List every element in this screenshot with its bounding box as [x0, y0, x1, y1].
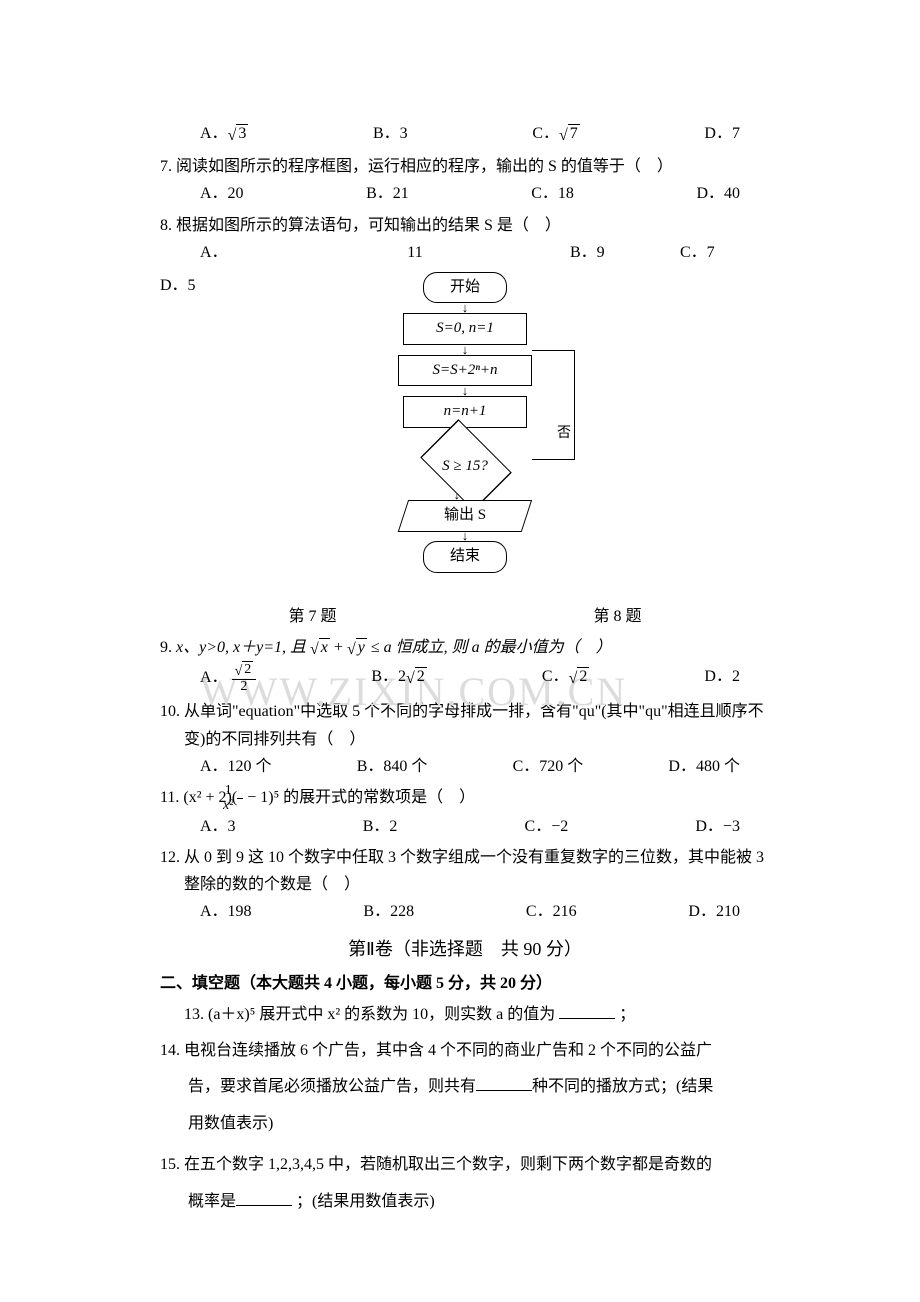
- q7: 7. 阅读如图所示的程序框图，运行相应的程序，输出的 S 的值等于（ ） A．2…: [160, 153, 770, 207]
- q8-body: D．5 开始 ↓ S=0, n=1 ↓ S=S+2ⁿ+n ↓ n=n+1 ↓ S…: [160, 272, 770, 573]
- q9-opt-A: A． √22: [200, 663, 256, 694]
- q14-line1: 14. 电视台连续播放 6 个广告，其中含 4 个不同的商业广告和 2 个不同的…: [160, 1033, 770, 1070]
- flowchart: 开始 ↓ S=0, n=1 ↓ S=S+2ⁿ+n ↓ n=n+1 ↓ S ≥ 1…: [365, 272, 565, 573]
- q8-opt-B: B．9: [570, 239, 680, 266]
- q10-stem: 10. 从单词"equation"中选取 5 个不同的字母排成一排，含有"qu"…: [160, 698, 770, 752]
- part2-title: 第Ⅱ卷（非选择题 共 90 分）: [160, 934, 770, 965]
- q13-blank: [559, 1004, 615, 1019]
- caption-q7: 第 7 题: [160, 603, 465, 630]
- q6-opt-B: B．3: [373, 120, 408, 149]
- q10-opt-C: C．720 个: [513, 753, 584, 780]
- q10-opt-D: D．480 个: [668, 753, 740, 780]
- q12-options: A．198 B．228 C．216 D．210: [160, 898, 770, 925]
- q9: 9. x、y>0, x＋y=1, 且 √x + √y ≤ a 恒成立, 则 a …: [160, 634, 770, 694]
- q7-opt-B: B．21: [366, 180, 409, 207]
- q9-stem: 9. x、y>0, x＋y=1, 且 √x + √y ≤ a 恒成立, 则 a …: [160, 634, 770, 663]
- q15: 15. 在五个数字 1,2,3,4,5 中，若随机取出三个数字，则剩下两个数字都…: [160, 1147, 770, 1221]
- flow-out: 输出 S: [398, 500, 532, 532]
- q8-opt-D: D．5: [160, 272, 196, 299]
- q10-options: A．120 个 B．840 个 C．720 个 D．480 个: [160, 753, 770, 780]
- flow-loop-line: [532, 350, 575, 460]
- q9-opt-B: B．2√2: [371, 663, 426, 694]
- q14-line2: 告，要求首尾必须播放公益广告，则共有种不同的播放方式；(结果: [160, 1069, 770, 1106]
- q14-blank: [476, 1076, 532, 1091]
- q11-opt-C: C．−2: [525, 813, 569, 840]
- q12-opt-A: A．198: [200, 898, 252, 925]
- flow-end: 结束: [423, 541, 507, 573]
- q8-opt-A-val: 11: [260, 239, 570, 266]
- q12-stem: 12. 从 0 到 9 这 10 个数字中任取 3 个数字组成一个没有重复数字的…: [160, 844, 770, 898]
- q11-options: A．3 B．2 C．−2 D．−3: [160, 813, 770, 840]
- q11: 11. (x² + 2)(1x² − 1)⁵ 的展开式的常数项是（ ） A．3 …: [160, 784, 770, 840]
- q6-options: A．√3 B．3 C．√7 D．7: [160, 120, 770, 149]
- q9-options: A． √22 B．2√2 C．√2 D．2: [160, 663, 770, 694]
- caption-q8: 第 8 题: [465, 603, 770, 630]
- q13-stem: 13. (a＋x)⁵ 展开式中 x² 的系数为 10，则实数 a 的值为: [160, 1006, 555, 1023]
- q15-line2: 概率是 ；(结果用数值表示): [160, 1184, 770, 1221]
- q7-opt-C: C．18: [531, 180, 574, 207]
- q10-opt-B: B．840 个: [357, 753, 428, 780]
- q10-opt-A: A．120 个: [200, 753, 272, 780]
- q8-opt-C: C．7: [680, 239, 770, 266]
- flow-cond-wrap: S ≥ 15?: [400, 438, 530, 490]
- q12-opt-C: C．216: [526, 898, 577, 925]
- q15-blank: [236, 1190, 292, 1205]
- figure-captions: 第 7 题 第 8 题: [160, 603, 770, 630]
- q13-tail: ；: [619, 1006, 635, 1023]
- q11-stem: 11. (x² + 2)(1x² − 1)⁵ 的展开式的常数项是（ ）: [160, 784, 770, 813]
- q8-opt-A: A．: [160, 239, 260, 266]
- flow-start: 开始: [423, 272, 507, 304]
- q8-stem: 8. 根据如图所示的算法语句，可知输出的结果 S 是（ ）: [160, 212, 770, 239]
- q6-opt-C: C．√7: [532, 120, 579, 149]
- q12-opt-D: D．210: [688, 898, 740, 925]
- q9-opt-D: D．2: [704, 663, 740, 694]
- q14: 14. 电视台连续播放 6 个广告，其中含 4 个不同的商业广告和 2 个不同的…: [160, 1033, 770, 1143]
- q11-opt-B: B．2: [363, 813, 398, 840]
- q7-options: A．20 B．21 C．18 D．40: [160, 180, 770, 207]
- q8-line1: A． 11 B．9 C．7: [160, 239, 770, 266]
- flow-init: S=0, n=1: [403, 313, 527, 345]
- q8: 8. 根据如图所示的算法语句，可知输出的结果 S 是（ ） A． 11 B．9 …: [160, 212, 770, 573]
- q9-opt-C: C．√2: [542, 663, 589, 694]
- q12: 12. 从 0 到 9 这 10 个数字中任取 3 个数字组成一个没有重复数字的…: [160, 844, 770, 926]
- q7-opt-D: D．40: [696, 180, 740, 207]
- q11-opt-A: A．3: [200, 813, 236, 840]
- section2-header: 二、填空题（本大题共 4 小题，每小题 5 分，共 20 分）: [160, 970, 770, 997]
- q7-opt-A: A．20: [200, 180, 244, 207]
- q6-opt-A: A．√3: [200, 120, 248, 149]
- q11-opt-D: D．−3: [695, 813, 740, 840]
- flow-arrow-1: ↓: [365, 303, 565, 313]
- q12-opt-B: B．228: [363, 898, 414, 925]
- q14-line3: 用数值表示): [160, 1106, 770, 1143]
- flow-cond: S ≥ 15?: [400, 454, 530, 480]
- flow-add: S=S+2ⁿ+n: [398, 355, 532, 387]
- q10: 10. 从单词"equation"中选取 5 个不同的字母排成一排，含有"qu"…: [160, 698, 770, 780]
- flow-inc: n=n+1: [403, 396, 527, 428]
- q6-opt-D: D．7: [704, 120, 740, 149]
- q13: 13. (a＋x)⁵ 展开式中 x² 的系数为 10，则实数 a 的值为 ；: [160, 1001, 770, 1028]
- flow-arrow-6: ↓: [365, 531, 565, 541]
- q15-line1: 15. 在五个数字 1,2,3,4,5 中，若随机取出三个数字，则剩下两个数字都…: [160, 1147, 770, 1184]
- q7-stem: 7. 阅读如图所示的程序框图，运行相应的程序，输出的 S 的值等于（ ）: [160, 153, 770, 180]
